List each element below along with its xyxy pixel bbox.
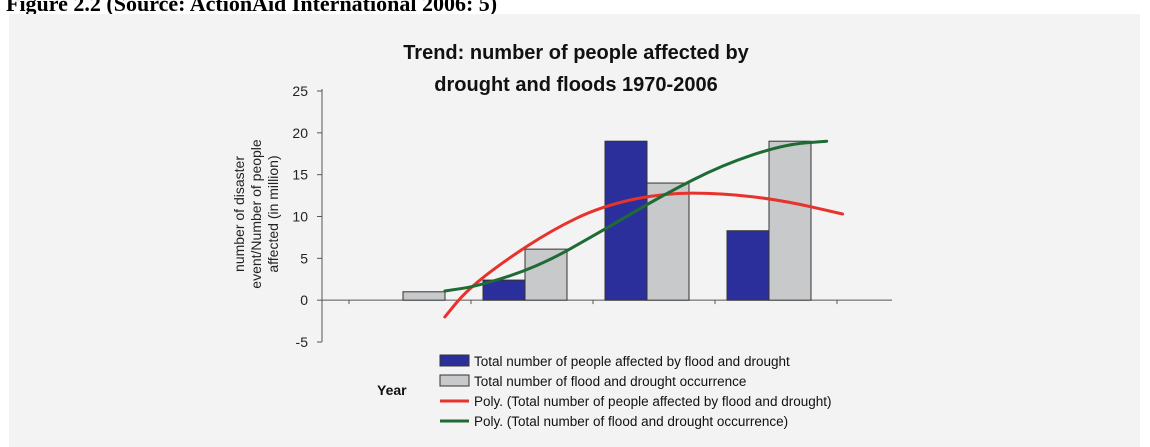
y-axis-label-line: event/Number of people xyxy=(248,139,264,289)
bar-occurrence xyxy=(768,140,812,301)
y-axis-label-line: number of disaster xyxy=(231,156,247,272)
y-tick-label: -5 xyxy=(296,334,309,350)
trend-line-occurrence xyxy=(443,139,829,293)
x-axis-label: Year xyxy=(377,382,407,398)
y-tick-label: 10 xyxy=(292,209,308,225)
legend-label: Poly. (Total number of flood and drought… xyxy=(474,414,788,429)
y-tick-label: 25 xyxy=(292,83,308,99)
bar-occurrence xyxy=(646,182,690,301)
y-tick-label: 0 xyxy=(300,292,308,308)
legend-label: Total number of flood and drought occurr… xyxy=(474,374,746,389)
legend-label: Total number of people affected by flood… xyxy=(474,354,790,369)
legend-swatch-people-affected xyxy=(439,354,470,367)
chart-title-line: drought and floods 1970-2006 xyxy=(434,74,717,96)
y-tick-label: 15 xyxy=(292,167,308,183)
drought-flood-chart: Trend: number of people affected by droug… xyxy=(231,42,892,429)
y-tick-label: 5 xyxy=(300,250,308,266)
bar-people-affected xyxy=(604,140,648,301)
y-tick-label: 20 xyxy=(292,125,308,141)
trend-line-people-affected xyxy=(443,191,845,319)
chart-title-line: Trend: number of people affected by xyxy=(403,42,749,64)
bar-occurrence xyxy=(402,291,446,301)
chart-panel: Trend: number of people affected by droug… xyxy=(9,14,1140,447)
legend-swatch-occurrence xyxy=(439,374,470,387)
bar-people-affected xyxy=(726,230,770,301)
y-axis-label-line: affected (in million) xyxy=(265,155,281,272)
legend-label: Poly. (Total number of people affected b… xyxy=(474,394,831,409)
bar-occurrence xyxy=(524,248,568,301)
figure-caption: Figure 2.2 (Source: ActionAid Internatio… xyxy=(6,0,498,16)
